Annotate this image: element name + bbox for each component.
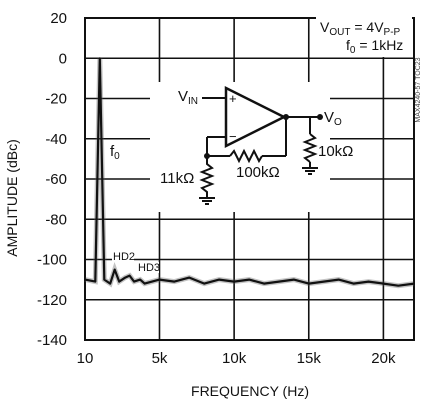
- svg-text:VO: VO: [324, 109, 342, 128]
- x-tick-label: 5k: [152, 350, 168, 367]
- y-tick-label: -120: [37, 292, 67, 309]
- condition-vout: VOUT = 4VP-P: [320, 19, 401, 38]
- x-tick-label: 10k: [222, 350, 247, 367]
- plot-frame: [84, 17, 415, 341]
- y-tick-label: -80: [45, 211, 67, 228]
- feedback-resistor: [229, 148, 263, 164]
- conditions: VOUT = 4VP-P f0 = 1kHz: [316, 13, 412, 57]
- svg-text:10kΩ: 10kΩ: [318, 143, 353, 160]
- svg-text:HD3: HD3: [138, 262, 160, 274]
- y-axis: 20 0 -20 -40 -60 -80 -100 -120 -140: [37, 10, 67, 349]
- svg-text:+: +: [229, 91, 237, 106]
- x-tick-label: 10: [77, 350, 94, 367]
- svg-text:100kΩ: 100kΩ: [236, 164, 280, 181]
- harmonic-labels: HD2 HD3: [112, 251, 160, 274]
- conditions-box-bg: [316, 13, 412, 57]
- svg-text:−: −: [229, 129, 237, 144]
- x-axis-title: FREQUENCY (Hz): [191, 383, 309, 399]
- fundamental-label: f0: [108, 140, 128, 162]
- svg-text:HD2: HD2: [113, 251, 135, 263]
- load-resistor: [302, 133, 318, 163]
- y-tick-label: 0: [59, 50, 67, 67]
- f0-label-bg: [108, 140, 128, 162]
- y-axis-title: AMPLITUDE (dBc): [4, 139, 20, 256]
- y-tick-label: -60: [45, 171, 67, 188]
- y-tick-label: -100: [37, 252, 67, 269]
- circuit-schematic: VIN + − VO 10kΩ 100kΩ 11kΩ: [150, 82, 353, 212]
- y-tick-label: -140: [37, 332, 67, 349]
- series-layer: [84, 57, 415, 289]
- op-amp-symbol: [224, 85, 287, 149]
- svg-text:VIN: VIN: [178, 88, 198, 107]
- hd2-label-bg: [112, 251, 134, 262]
- svg-text:11kΩ: 11kΩ: [160, 170, 194, 187]
- condition-f0: f0 = 1kHz: [346, 37, 403, 56]
- y-tick-label: 20: [50, 10, 67, 27]
- x-axis: 10 5k 10k 15k 20k: [77, 350, 396, 367]
- y-tick-label: -20: [45, 91, 67, 108]
- x-tick-label: 15k: [297, 350, 322, 367]
- hd3-label-bg: [137, 262, 159, 273]
- output-terminal: [317, 114, 323, 120]
- svg-text:f0: f0: [110, 143, 120, 162]
- toc-code: MAX4240-57 TOC23: [415, 57, 422, 122]
- series-line: [84, 57, 415, 287]
- y-tick-label: -40: [45, 131, 67, 148]
- x-tick-label: 20k: [371, 350, 396, 367]
- ground-resistor: [199, 156, 215, 198]
